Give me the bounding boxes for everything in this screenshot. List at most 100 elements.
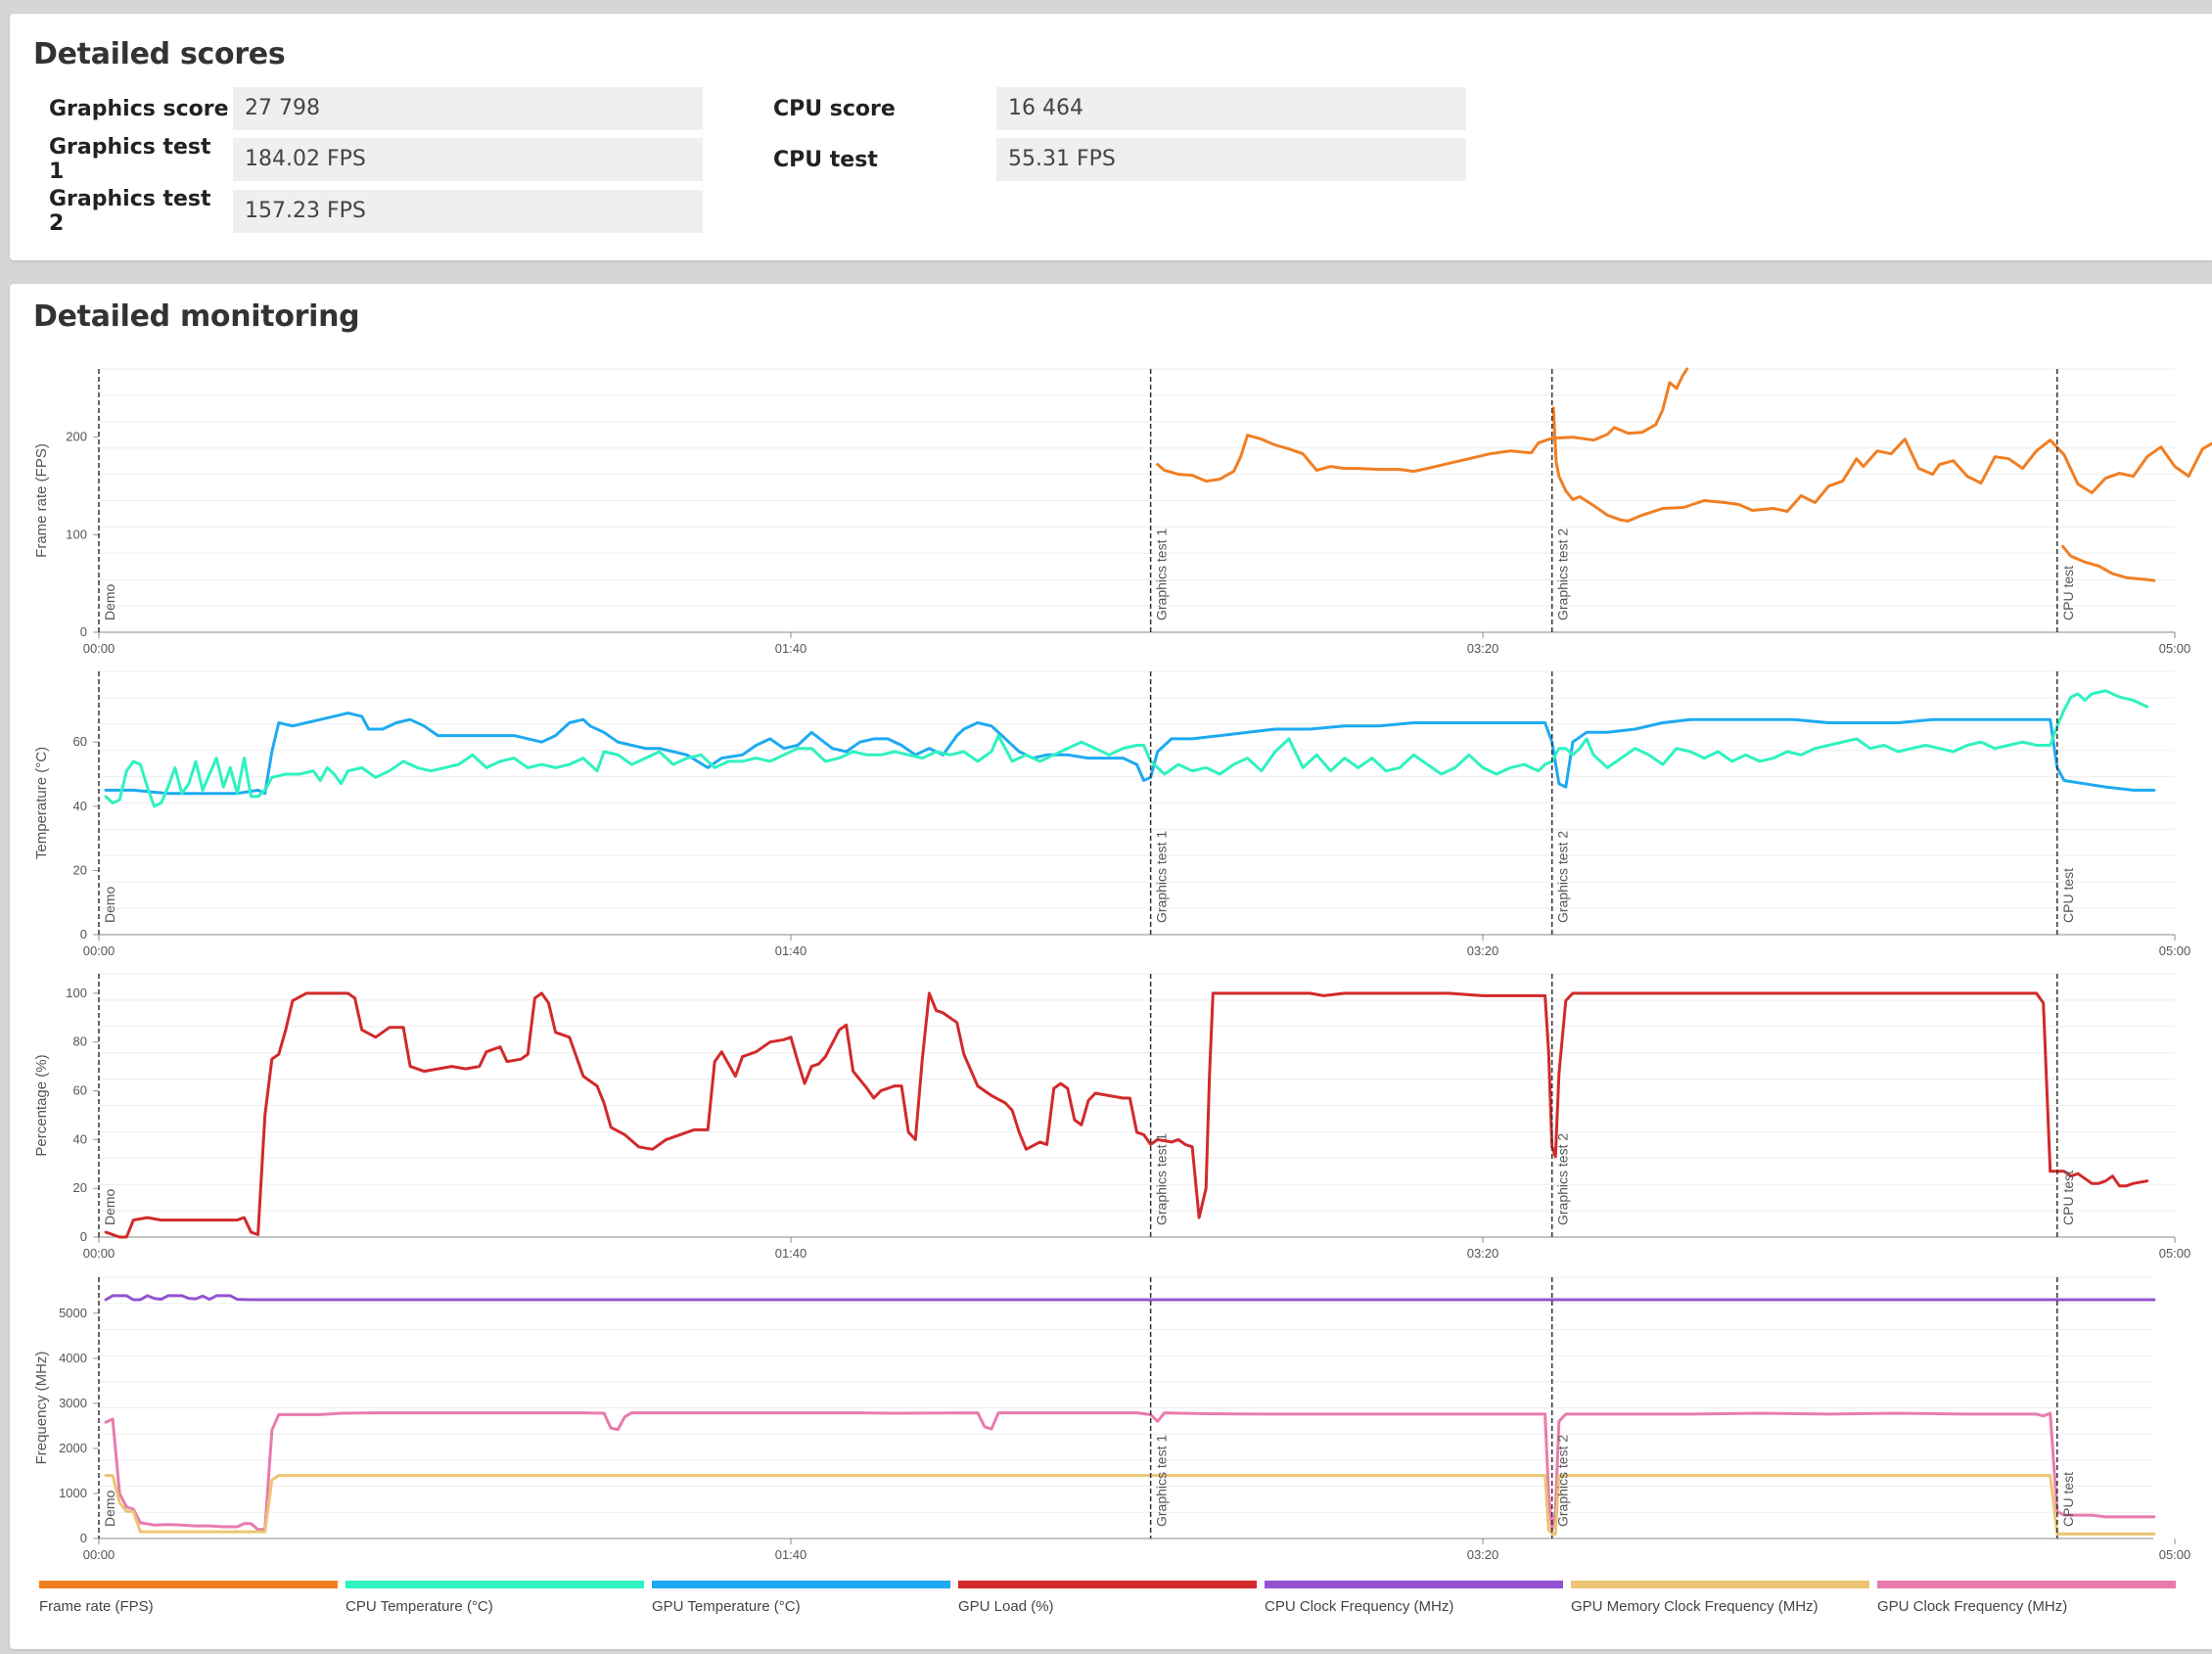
x-tick-label: 01:40 [775,1547,807,1562]
marker-label: CPU test [2060,1171,2076,1225]
legend-swatch [1265,1581,1563,1588]
score-value: 55.31 FPS [996,138,1466,181]
scores-title: Detailed scores [33,37,286,71]
score-row-graphics-test-1: Graphics test 1 184.02 FPS [10,135,703,184]
legend-swatch [1877,1581,2176,1588]
series-line-fps [1156,367,1689,483]
marker-label: Graphics test 1 [1154,528,1170,620]
y-tick-label: 0 [80,624,87,639]
y-tick-label: 3000 [59,1396,87,1410]
score-row-graphics-score: Graphics score 27 798 [10,87,703,130]
x-tick-label: 03:20 [1467,1547,1499,1562]
x-tick-label: 01:40 [775,1246,807,1261]
x-tick-label: 00:00 [83,641,115,656]
x-tick-label: 03:20 [1467,641,1499,656]
y-tick-label: 5000 [59,1306,87,1320]
y-axis-label: Percentage (%) [33,1054,50,1156]
marker-label: Demo [102,1188,117,1225]
series-line-cpu-clock [104,1294,2156,1302]
legend-swatch [652,1581,950,1588]
marker-label: Graphics test 2 [1555,1133,1571,1225]
marker-label: CPU test [2060,868,2076,923]
legend-item-gpu-temperature[interactable]: GPU Temperature (°C) [652,1581,950,1615]
y-tick-label: 200 [66,430,87,444]
score-value: 16 464 [996,87,1466,130]
marker-label: Demo [102,583,117,620]
x-tick-label: 01:40 [775,943,807,958]
y-tick-label: 4000 [59,1351,87,1365]
score-label: Graphics score [49,96,229,121]
legend-label: Frame rate (FPS) [39,1598,154,1615]
y-tick-label: 20 [73,1180,87,1195]
legend-item-fps[interactable]: Frame rate (FPS) [39,1581,338,1615]
score-label: Graphics test 1 [49,135,211,184]
legend-swatch [39,1581,338,1588]
legend-item-gpu-load[interactable]: GPU Load (%) [958,1581,1257,1615]
y-axis-label: Frequency (MHz) [33,1352,50,1465]
detailed-scores-card: Detailed scores Graphics score 27 798 Gr… [10,14,2212,260]
monitoring-title: Detailed monitoring [33,299,360,334]
y-tick-label: 1000 [59,1486,87,1500]
chart-legend: Frame rate (FPS) CPU Temperature (°C) GP… [39,1581,2202,1630]
legend-swatch [958,1581,1257,1588]
y-tick-label: 100 [66,527,87,541]
y-tick-label: 0 [80,1531,87,1545]
score-row-cpu-test: CPU test 55.31 FPS [773,138,1466,181]
score-row-graphics-test-2: Graphics test 2 157.23 FPS [10,187,703,236]
marker-label: Demo [102,1490,117,1527]
legend-item-gpu-memory-clock[interactable]: GPU Memory Clock Frequency (MHz) [1571,1581,1869,1615]
legend-label: CPU Temperature (°C) [346,1598,493,1615]
y-tick-label: 40 [73,799,87,813]
score-label: CPU test [773,147,878,172]
series-line-fps [1551,406,2212,523]
series-line-gpu-temp [104,712,2156,796]
score-label: Graphics test 2 [49,187,211,236]
legend-item-cpu-clock[interactable]: CPU Clock Frequency (MHz) [1265,1581,1563,1615]
legend-item-cpu-temperature[interactable]: CPU Temperature (°C) [346,1581,644,1615]
series-line-gpu-clock [104,1411,2156,1532]
y-tick-label: 0 [80,1229,87,1244]
score-value: 157.23 FPS [233,190,703,233]
series-line-gpu-load [104,991,2149,1239]
score-value: 27 798 [233,87,703,130]
y-tick-label: 80 [73,1034,87,1049]
y-tick-label: 60 [73,1083,87,1098]
x-tick-label: 00:00 [83,1246,115,1261]
series-line-cpu-temp [104,689,2149,808]
marker-label: Graphics test 2 [1555,528,1571,620]
marker-label: Graphics test 1 [1154,831,1170,923]
x-tick-label: 03:20 [1467,1246,1499,1261]
y-axis-label: Frame rate (FPS) [33,443,50,558]
marker-label: Graphics test 2 [1555,831,1571,923]
x-tick-label: 00:00 [83,943,115,958]
marker-label: CPU test [2060,1472,2076,1527]
y-tick-label: 60 [73,734,87,749]
x-tick-label: 05:00 [2159,943,2191,958]
x-tick-label: 01:40 [775,641,807,656]
x-tick-label: 03:20 [1467,943,1499,958]
legend-swatch [346,1581,644,1588]
series-line-gpu-mem-clock [104,1474,2156,1536]
legend-swatch [1571,1581,1869,1588]
x-tick-label: 00:00 [83,1547,115,1562]
y-tick-label: 20 [73,862,87,877]
y-tick-label: 2000 [59,1441,87,1455]
y-tick-label: 0 [80,927,87,942]
marker-label: Graphics test 1 [1154,1435,1170,1527]
marker-label: Graphics test 1 [1154,1133,1170,1225]
x-tick-label: 05:00 [2159,641,2191,656]
legend-item-gpu-clock[interactable]: GPU Clock Frequency (MHz) [1877,1581,2176,1615]
y-axis-label: Temperature (°C) [33,747,50,859]
legend-label: GPU Memory Clock Frequency (MHz) [1571,1598,1819,1615]
x-tick-label: 05:00 [2159,1246,2191,1261]
marker-label: Demo [102,886,117,923]
legend-label: GPU Load (%) [958,1598,1054,1615]
score-value: 184.02 FPS [233,138,703,181]
series-line-fps [2061,544,2156,582]
detailed-monitoring-card: Detailed monitoring [10,284,2212,1649]
score-label: CPU score [773,96,896,121]
marker-label: CPU test [2060,566,2076,620]
legend-label: GPU Temperature (°C) [652,1598,801,1615]
legend-label: GPU Clock Frequency (MHz) [1877,1598,2068,1615]
